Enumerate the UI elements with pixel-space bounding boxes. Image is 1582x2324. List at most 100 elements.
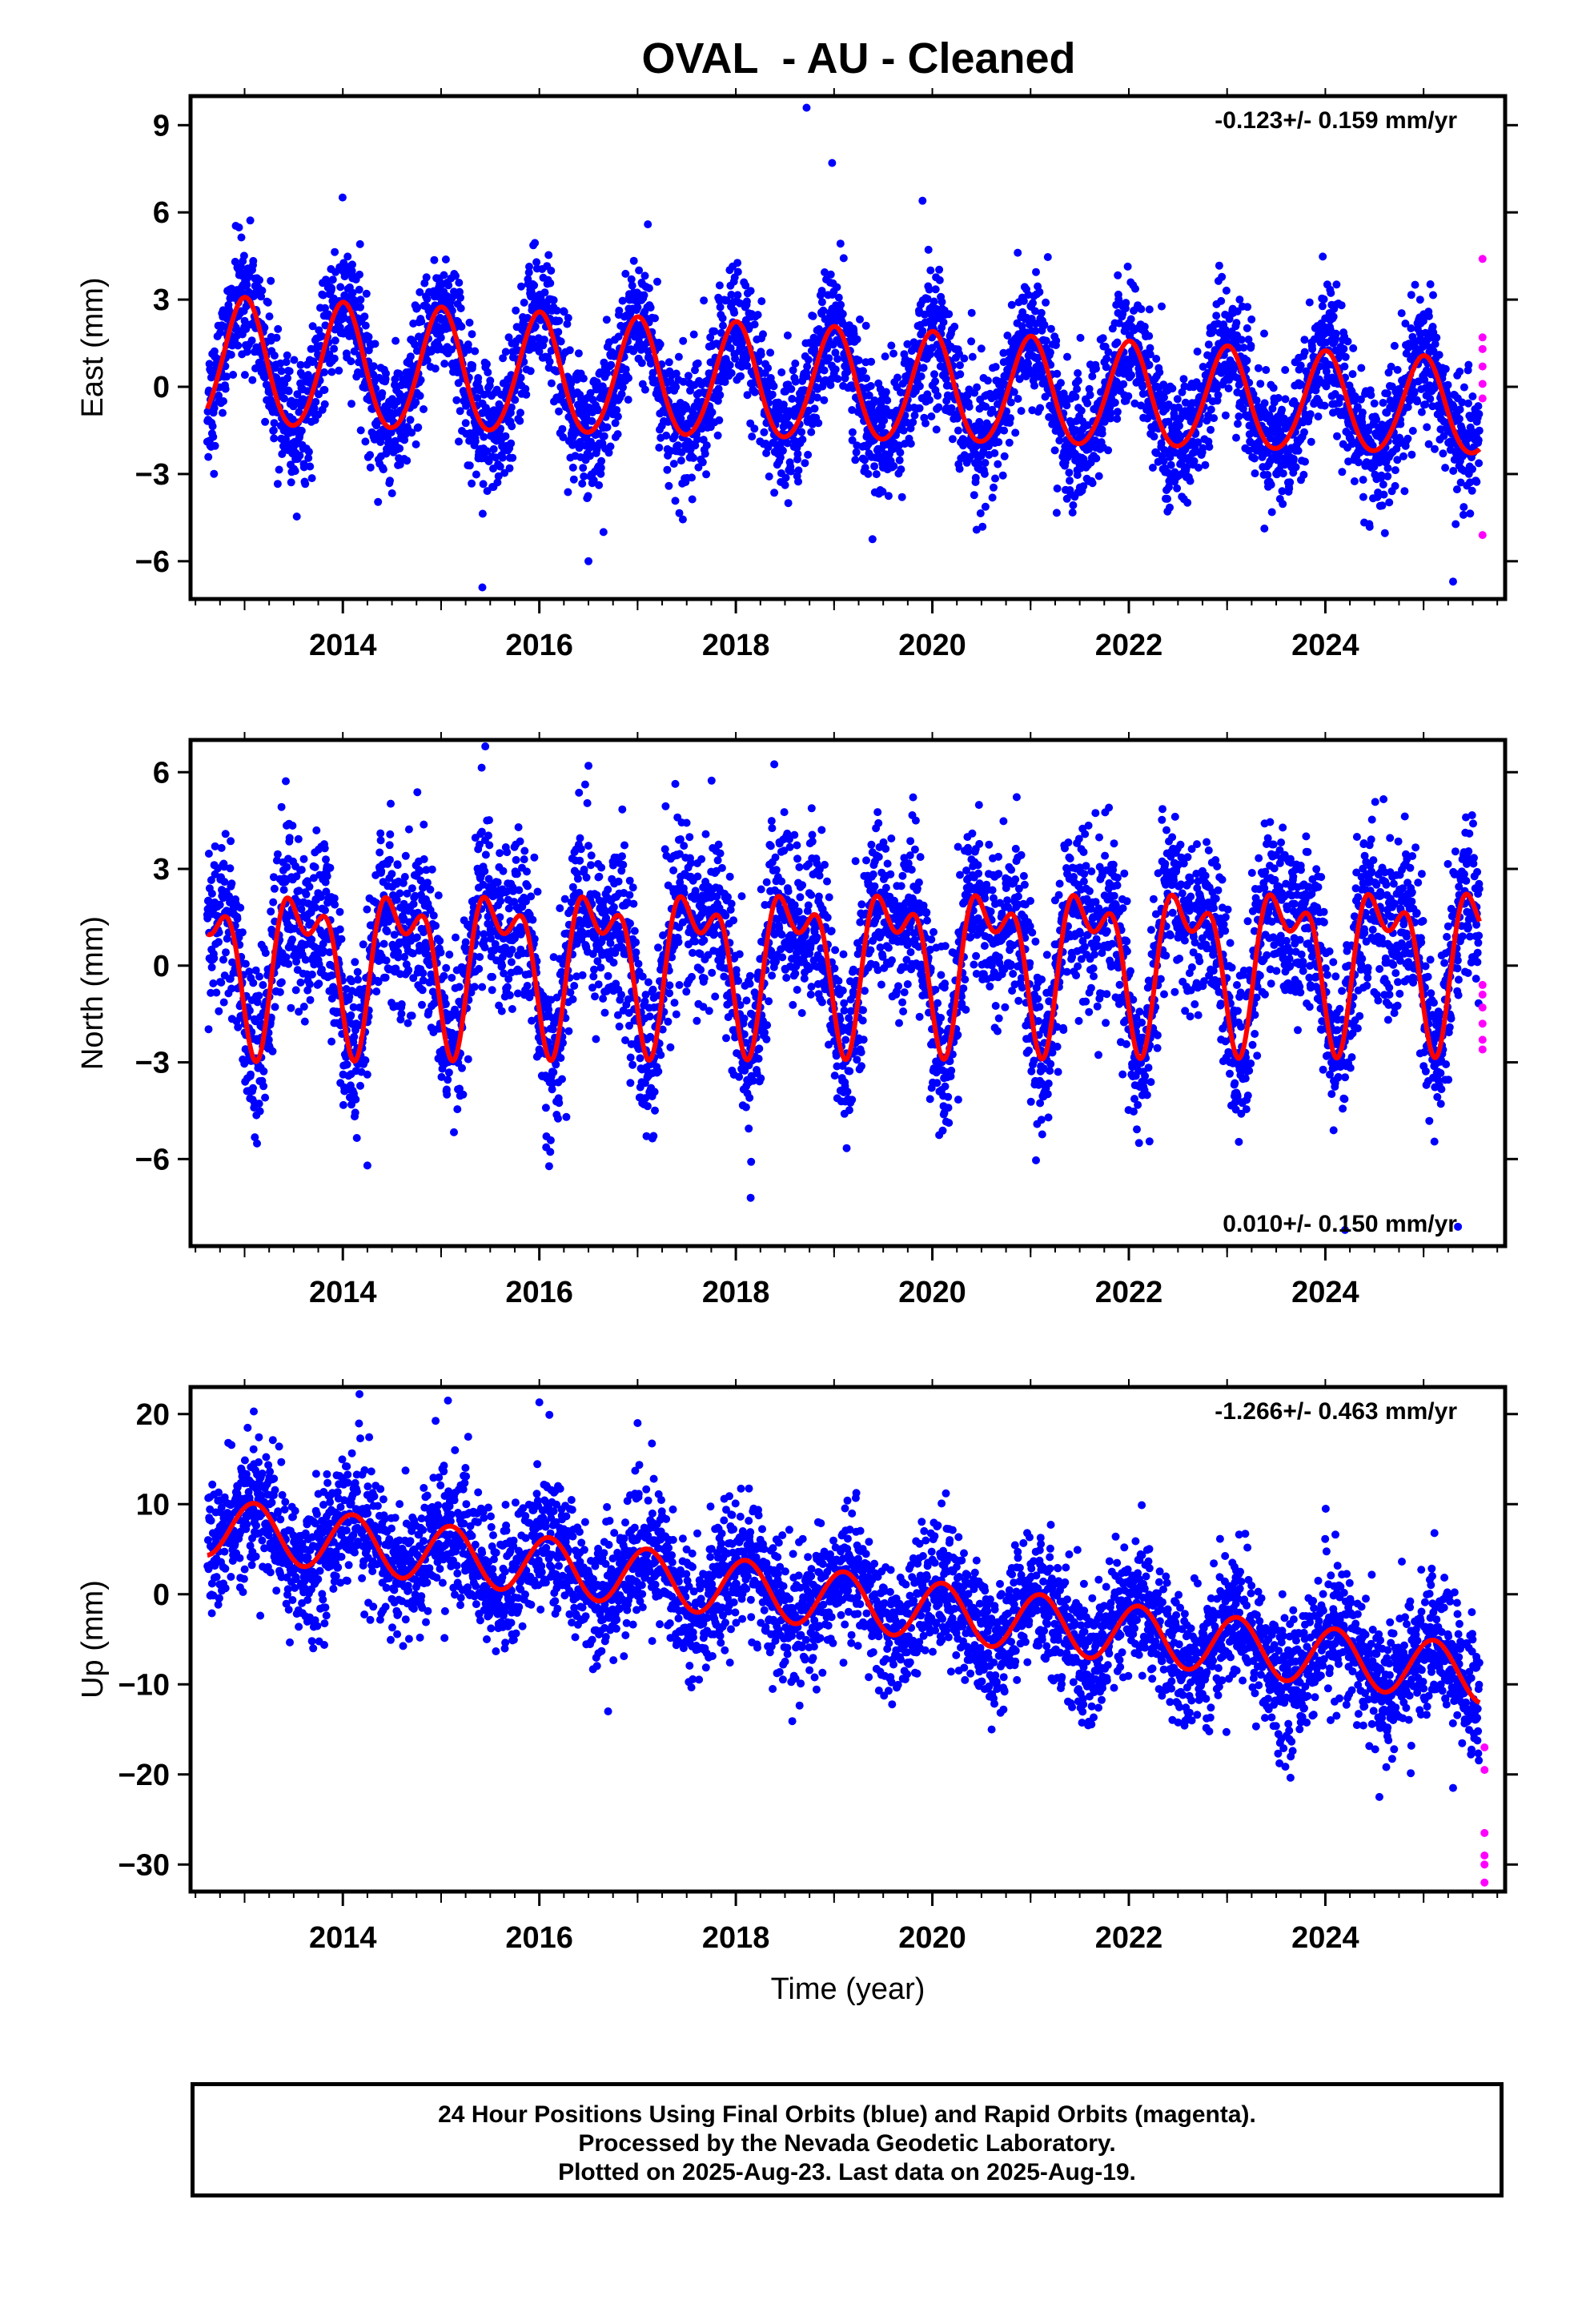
data-point [412, 440, 420, 448]
data-point [549, 296, 558, 304]
data-point [678, 515, 687, 524]
data-point [802, 103, 811, 112]
data-point [547, 267, 556, 275]
data-point [1332, 280, 1341, 289]
data-point [258, 286, 267, 295]
data-point [1179, 375, 1188, 384]
data-point [474, 374, 483, 382]
data-point [967, 337, 976, 346]
data-point [791, 359, 800, 368]
data-point [248, 376, 257, 384]
data-point [1475, 426, 1484, 435]
data-point [606, 442, 615, 451]
data-point [257, 292, 266, 301]
data-point [270, 434, 279, 443]
data-point [356, 303, 364, 312]
data-point [1086, 391, 1094, 400]
data-point [261, 417, 270, 426]
data-point [820, 366, 829, 375]
data-point [793, 449, 802, 458]
data-point [945, 310, 954, 319]
data-point [229, 371, 238, 379]
chart-title: OVAL - AU - Cleaned [641, 34, 1076, 82]
data-point [584, 492, 592, 501]
data-point [522, 390, 531, 399]
data-point [1305, 298, 1314, 307]
data-point [212, 988, 221, 997]
data-point [299, 463, 308, 472]
x-tick-label: 2020 [898, 629, 966, 662]
data-point [306, 462, 315, 471]
data-point [897, 465, 905, 474]
data-point [988, 493, 997, 502]
data-point [267, 907, 275, 916]
data-point [420, 405, 428, 413]
data-point [1017, 407, 1026, 416]
data-point [579, 374, 588, 383]
data-point [730, 308, 739, 317]
data-point [486, 376, 495, 385]
data-point [693, 435, 701, 444]
data-point [983, 376, 992, 385]
data-point [665, 358, 673, 367]
data-point [1468, 392, 1477, 400]
data-point [1243, 324, 1251, 332]
data-point [706, 333, 715, 342]
data-point [861, 456, 869, 464]
data-point [637, 359, 646, 368]
data-point [921, 419, 930, 428]
data-point [204, 1025, 213, 1034]
data-point [479, 480, 488, 489]
data-point [241, 959, 250, 968]
data-point [556, 337, 565, 346]
data-point [371, 340, 379, 348]
data-point [579, 464, 588, 472]
data-point [1333, 432, 1341, 440]
data-point [1098, 429, 1106, 438]
data-point [617, 390, 626, 399]
data-point [1069, 501, 1078, 509]
data-point [1320, 401, 1329, 410]
data-point [416, 287, 424, 296]
data-point [765, 472, 773, 480]
data-point [1126, 315, 1135, 324]
data-point [290, 356, 299, 364]
data-point [619, 383, 627, 392]
data-point [496, 462, 504, 471]
data-point [881, 352, 889, 361]
data-point [743, 361, 752, 370]
data-point [603, 368, 612, 377]
data-point [295, 451, 304, 460]
data-point [603, 423, 612, 432]
data-point [733, 267, 742, 276]
data-point [1358, 408, 1367, 417]
data-point [1410, 388, 1419, 397]
data-point [701, 449, 709, 458]
data-point [618, 296, 627, 305]
data-point [413, 304, 422, 312]
data-point [689, 453, 697, 462]
data-point [283, 374, 291, 383]
data-point [1417, 408, 1426, 416]
data-point [910, 411, 919, 420]
data-point [998, 471, 1007, 480]
data-point [436, 333, 445, 342]
data-point [1207, 405, 1215, 414]
data-point [1247, 341, 1255, 350]
data-point [833, 355, 842, 364]
data-point [374, 497, 383, 506]
data-point [1114, 271, 1122, 279]
data-point [283, 862, 291, 871]
data-point [1370, 399, 1379, 408]
data-point [1468, 464, 1476, 473]
data-point [219, 955, 227, 964]
data-point [559, 433, 568, 441]
data-point [635, 266, 644, 275]
data-point [833, 283, 841, 292]
data-point [613, 412, 622, 421]
data-point [511, 396, 520, 404]
data-point [598, 382, 607, 391]
data-point [249, 1084, 257, 1092]
data-point [504, 333, 513, 342]
